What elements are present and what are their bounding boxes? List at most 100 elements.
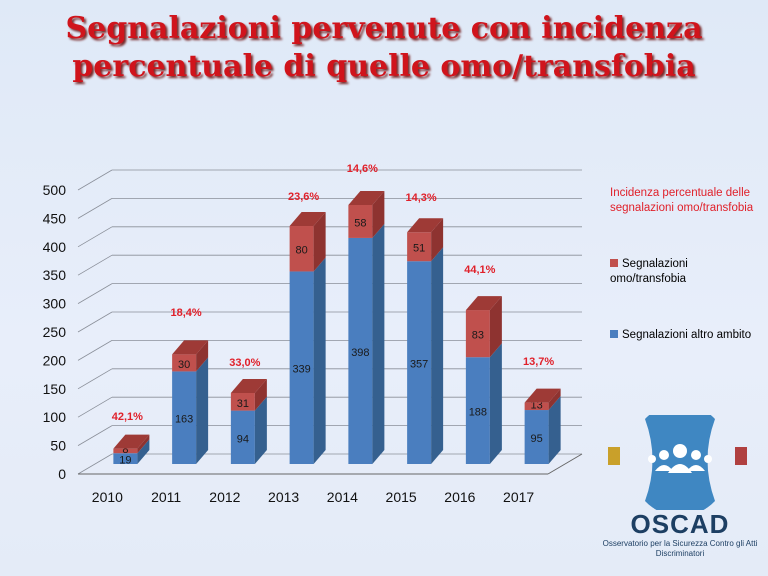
bar-side xyxy=(254,379,267,411)
bar-top xyxy=(289,212,326,227)
bar-value-label: 58 xyxy=(354,217,366,229)
bar-segment xyxy=(465,310,490,358)
percent-label: 44,1% xyxy=(464,264,495,276)
legend-swatch-altro xyxy=(610,330,618,338)
bar-top xyxy=(465,296,502,311)
legend-label-altro: Segnalazioni altro ambito xyxy=(622,329,752,341)
y-tick-label: 300 xyxy=(43,296,67,312)
bar-segment xyxy=(289,271,314,464)
x-tick-label: 2017 xyxy=(503,489,534,505)
bar-value-label: 83 xyxy=(472,330,484,342)
slide-title: Segnalazioni pervenute con incidenza per… xyxy=(0,10,768,86)
bar-segment xyxy=(113,453,138,464)
bar-segment xyxy=(407,261,432,464)
bar-side xyxy=(137,439,150,464)
bar-side xyxy=(372,223,385,464)
percent-label: 18,4% xyxy=(171,307,202,319)
y-tick-label: 450 xyxy=(43,210,67,226)
gridline-side xyxy=(77,425,113,446)
bar-segment xyxy=(524,410,549,464)
legend-label-omo: Segnalazioni omo/transfobia xyxy=(610,258,688,285)
bar-value-label: 188 xyxy=(469,407,487,419)
floor-edge xyxy=(547,453,583,475)
legend-altro: Segnalazioni altro ambito xyxy=(610,328,760,343)
bar-side xyxy=(431,218,444,262)
bar-value-label: 398 xyxy=(351,347,369,359)
bar-value-label: 80 xyxy=(296,245,308,257)
gridline-side xyxy=(77,453,113,475)
y-tick-label: 350 xyxy=(43,267,67,283)
bar-side xyxy=(489,296,502,358)
bar-side xyxy=(137,434,150,454)
bar-segment xyxy=(230,393,255,411)
bar-segment xyxy=(348,204,373,238)
bar-side xyxy=(548,388,561,411)
gridline-side xyxy=(77,311,113,333)
bar-top xyxy=(172,340,209,355)
bar-side xyxy=(313,212,326,272)
y-tick-label: 200 xyxy=(43,352,67,368)
legend-percent: Incidenza percentuale delle segnalazioni… xyxy=(610,187,754,214)
gridline-side xyxy=(77,226,113,248)
gridline-side xyxy=(77,254,113,276)
y-tick-label: 50 xyxy=(50,438,66,454)
y-tick-label: 0 xyxy=(58,466,66,482)
bar-segment xyxy=(524,402,549,411)
x-tick-label: 2010 xyxy=(92,489,123,505)
carabinieri-emblem-icon xyxy=(735,447,747,465)
percent-label: 14,3% xyxy=(406,192,437,204)
bar-side xyxy=(313,257,326,464)
bar-value-label: 163 xyxy=(175,414,193,426)
bar-side xyxy=(548,396,561,464)
bar-value-label: 19 xyxy=(119,455,131,467)
x-tick-label: 2016 xyxy=(444,489,475,505)
bar-segment xyxy=(289,226,314,272)
gridline-side xyxy=(77,283,113,304)
gridline-side xyxy=(77,368,113,390)
bar-segment xyxy=(407,232,432,262)
polizia-emblem-icon xyxy=(608,447,620,465)
bar-top xyxy=(524,388,561,403)
bar-value-label: 8 xyxy=(122,444,128,456)
bar-segment xyxy=(230,410,255,464)
x-tick-label: 2015 xyxy=(386,489,417,505)
percent-label: 42,1% xyxy=(112,411,143,423)
percent-label: 23,6% xyxy=(288,191,319,203)
y-tick-label: 150 xyxy=(43,381,67,397)
bar-value-label: 30 xyxy=(178,359,190,371)
bar-segment xyxy=(348,237,373,464)
gridline-side xyxy=(77,198,113,219)
x-tick-label: 2013 xyxy=(268,489,299,505)
bar-side xyxy=(372,190,385,238)
bar-value-label: 339 xyxy=(292,364,310,376)
percent-label: 14,6% xyxy=(347,163,378,175)
gridline-side xyxy=(77,169,113,191)
legend-omo: Segnalazioni omo/transfobia xyxy=(610,257,760,287)
gridline-side xyxy=(77,396,113,418)
oscad-subtitle: Osservatorio per la Sicurezza Contro gli… xyxy=(602,539,758,558)
bar-side xyxy=(196,340,209,372)
x-tick-label: 2012 xyxy=(209,489,240,505)
oscad-emblem-icon xyxy=(608,415,747,510)
bar-value-label: 357 xyxy=(410,359,428,371)
bar-top xyxy=(113,434,150,449)
legend-swatch-omo xyxy=(610,259,618,267)
y-tick-label: 400 xyxy=(43,239,67,255)
y-tick-label: 100 xyxy=(43,409,67,425)
y-tick-label: 250 xyxy=(43,324,67,340)
bar-top xyxy=(407,218,444,233)
bar-value-label: 94 xyxy=(237,433,249,445)
gridline-side xyxy=(77,340,113,361)
bar-side xyxy=(489,343,502,464)
percent-label: 33,0% xyxy=(229,357,260,369)
bar-segment xyxy=(113,448,138,454)
bar-side xyxy=(196,357,209,464)
bar-top xyxy=(230,379,267,393)
bar-segment xyxy=(172,354,197,372)
y-tick-label: 500 xyxy=(43,182,67,198)
x-tick-label: 2011 xyxy=(151,489,181,505)
oscad-name: OSCAD xyxy=(630,509,730,539)
title-line-1: Segnalazioni pervenute con incidenza xyxy=(65,11,703,46)
bar-value-label: 31 xyxy=(237,398,249,410)
title-line-2: percentuale di quelle omo/transfobia xyxy=(72,49,696,84)
